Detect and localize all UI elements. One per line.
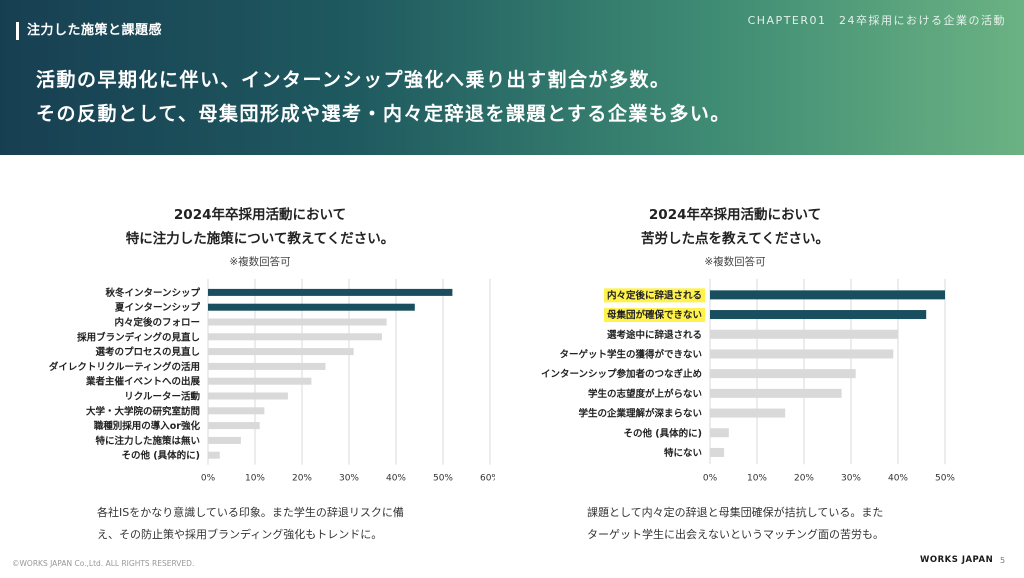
left-panel: 2024年卒採用活動において 特に注力した施策について教えてください。 ※複数回… bbox=[25, 200, 495, 500]
right-chart-category-label: インターンシップ参加者のつなぎ止め bbox=[541, 368, 702, 380]
right-chart-category-label: 母集団が確保できない bbox=[607, 309, 702, 321]
left-chart-category-label: 選考のプロセスの見直し bbox=[95, 346, 200, 358]
left-chart-category-label: 特に注力した施策は無い bbox=[95, 435, 200, 447]
right-panel: 2024年卒採用活動において 苦労した点を教えてください。 ※複数回答可 0% 1… bbox=[500, 200, 970, 500]
left-chart-bar bbox=[208, 318, 387, 326]
right-chart-label-highlight bbox=[603, 308, 705, 323]
right-chart-category-label: 選考途中に辞退される bbox=[607, 329, 702, 341]
left-chart-tick-label: 50% bbox=[433, 474, 453, 484]
right-chart-tick-label: 40% bbox=[888, 473, 908, 483]
left-chart-bar bbox=[208, 407, 265, 415]
right-chart-bar bbox=[710, 310, 927, 320]
right-panel-title: 2024年卒採用活動において 苦労した点を教えてください。 bbox=[500, 203, 970, 251]
right-chart-bar bbox=[710, 447, 725, 457]
left-chart-category-label: 内々定後のフォロー bbox=[114, 317, 200, 329]
left-bar-chart: 0% 10% 20% 30% 40% 50% 60% 秋冬インターンシップ夏インターンシップ内… bbox=[49, 279, 495, 484]
left-chart-bar bbox=[208, 451, 220, 459]
left-chart-bar bbox=[208, 436, 241, 444]
right-chart-tick-label: 0% bbox=[703, 473, 718, 483]
right-chart-bar bbox=[710, 388, 842, 398]
chapter-label: CHAPTER01 24卒採用における企業の活動 bbox=[747, 14, 1006, 27]
left-chart-category-label: 職種別採用の導入or強化 bbox=[94, 420, 201, 432]
right-chart-bar bbox=[710, 329, 898, 339]
left-chart-bar bbox=[208, 333, 382, 341]
left-chart-category-label: 秋冬インターンシップ bbox=[104, 287, 200, 299]
right-chart-bar bbox=[710, 428, 729, 438]
left-title-line-2: 特に注力した施策について教えてください。 bbox=[125, 231, 395, 247]
right-title-line-2: 苦労した点を教えてください。 bbox=[641, 231, 829, 247]
left-chart-category-label: 大学・大学院の研究室訪問 bbox=[86, 405, 200, 417]
left-panel-title: 2024年卒採用活動において 特に注力した施策について教えてください。 bbox=[25, 203, 495, 251]
right-chart-category-label: 特にない bbox=[664, 447, 702, 459]
left-panel-note: ※複数回答可 bbox=[229, 256, 291, 268]
right-chart-tick-label: 30% bbox=[841, 473, 861, 483]
page-number: 5 bbox=[1000, 556, 1006, 565]
left-chart-bar bbox=[208, 362, 326, 370]
header-banner: 注力した施策と課題感 CHAPTER01 24卒採用における企業の活動 活動の早… bbox=[0, 0, 1024, 155]
left-chart-category-label: リクルーター活動 bbox=[124, 391, 200, 403]
left-caption: 各社ISをかなり意識している印象。また学生の辞退リスクに備 え、その防止策や採用… bbox=[97, 502, 404, 546]
right-chart-category-label: ターゲット学生の獲得ができない bbox=[559, 348, 702, 360]
copyright: ©WORKS JAPAN Co.,Ltd. ALL RIGHTS RESERVE… bbox=[12, 559, 195, 568]
left-chart-bar bbox=[208, 422, 260, 430]
left-chart-tick-label: 10% bbox=[245, 474, 265, 484]
left-chart-tick-label: 20% bbox=[292, 474, 312, 484]
right-chart-tick-label: 20% bbox=[794, 473, 814, 483]
right-chart-category-label: 学生の志望度が上がらない bbox=[588, 388, 702, 400]
left-chart-bar bbox=[208, 392, 288, 400]
right-panel-note: ※複数回答可 bbox=[704, 256, 766, 268]
left-chart-category-label: 業者主催イベントへの出展 bbox=[85, 376, 201, 388]
left-chart-category-label: ダイレクトリクルーティングの活用 bbox=[49, 361, 200, 373]
left-chart-category-label: 夏インターンシップ bbox=[114, 302, 201, 314]
left-chart-category-label: 採用ブランディングの見直し bbox=[77, 331, 200, 343]
left-chart-tick-label: 30% bbox=[339, 474, 359, 484]
left-chart-tick-label: 60% bbox=[480, 474, 495, 484]
right-chart-category-label: 学生の企業理解が深まらない bbox=[578, 408, 702, 420]
right-chart-tick-label: 50% bbox=[935, 473, 955, 483]
left-chart-bar bbox=[208, 288, 453, 296]
left-chart-category-label: その他 (具体的に) bbox=[122, 450, 201, 462]
right-chart-bar bbox=[710, 369, 856, 379]
right-chart-bar bbox=[710, 290, 945, 300]
left-caption-line-1: 各社ISをかなり意識している印象。また学生の辞退リスクに備 bbox=[97, 506, 404, 519]
headline-line-2: その反動として、母集団形成や選考・内々定辞退を課題とする企業も多い。 bbox=[36, 103, 731, 125]
right-chart-bar bbox=[710, 349, 894, 359]
right-chart-bar bbox=[710, 408, 786, 418]
right-title-line-1: 2024年卒採用活動において bbox=[648, 207, 822, 223]
left-chart-bar bbox=[208, 377, 312, 385]
right-chart-category-label: 内々定後に辞退される bbox=[607, 289, 702, 301]
left-chart-bar bbox=[208, 303, 415, 311]
right-chart-label-highlight bbox=[603, 288, 705, 303]
headline: 活動の早期化に伴い、インターンシップ強化へ乗り出す割合が多数。 その反動として、… bbox=[36, 63, 731, 131]
right-chart-tick-label: 10% bbox=[747, 473, 767, 483]
section-label: 注力した施策と課題感 bbox=[16, 22, 162, 40]
right-caption: 課題として内々定の辞退と母集団確保が拮抗している。また ターゲット学生に出会えな… bbox=[587, 502, 884, 546]
left-caption-line-2: え、その防止策や採用ブランディング強化もトレンドに。 bbox=[97, 528, 383, 541]
company-logo: WORKS JAPAN bbox=[920, 555, 994, 565]
right-caption-line-2: ターゲット学生に出会えないというマッチング面の苦労も。 bbox=[587, 528, 884, 541]
right-caption-line-1: 課題として内々定の辞退と母集団確保が拮抗している。また bbox=[587, 506, 884, 519]
right-bar-chart: 0%10%20%30%40%50%60%内々定後に辞退される母集団が確保できない… bbox=[541, 279, 955, 483]
left-chart-bar bbox=[208, 348, 354, 356]
left-title-line-1: 2024年卒採用活動において bbox=[173, 207, 347, 223]
left-chart-tick-label: 0% bbox=[201, 474, 216, 484]
left-chart-tick-label: 40% bbox=[386, 474, 406, 484]
right-chart-category-label: その他 (具体的に) bbox=[624, 427, 703, 439]
headline-line-1: 活動の早期化に伴い、インターンシップ強化へ乗り出す割合が多数。 bbox=[36, 69, 671, 91]
